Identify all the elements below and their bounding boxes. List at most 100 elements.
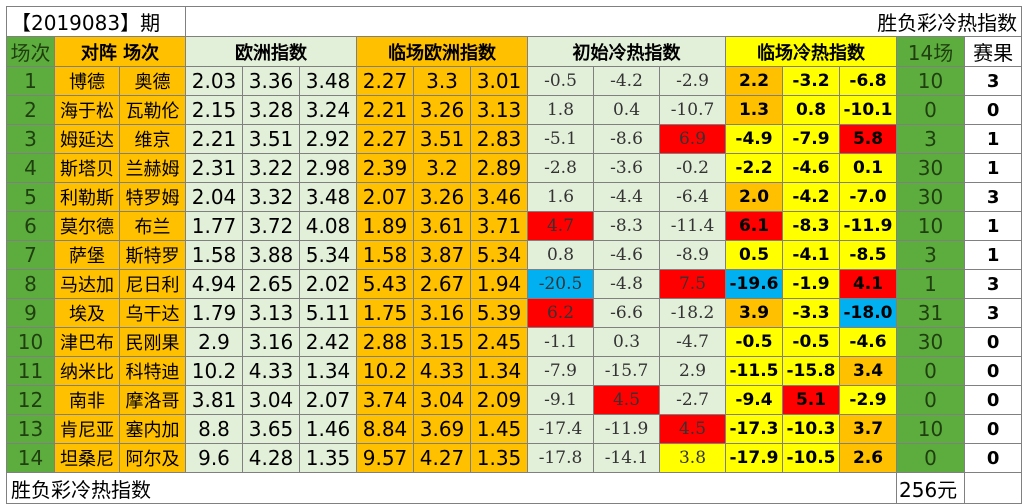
match-result: 0 — [963, 414, 1023, 444]
init-heat-index: -8.6 — [593, 124, 660, 154]
init-heat-index: -8.3 — [593, 211, 660, 241]
euro-odds: 4.28 — [242, 443, 300, 473]
live-euro-odds: 3.26 — [413, 182, 471, 212]
fourteen-count: 10 — [896, 66, 965, 96]
title-row: 【2019083】期 胜负彩冷热指数 — [6, 6, 1023, 37]
live-euro-odds: 5.39 — [470, 298, 528, 328]
away-team: 特罗姆 — [119, 182, 186, 212]
live-euro-odds: 2.45 — [470, 327, 528, 357]
euro-odds: 3.22 — [242, 153, 300, 183]
live-euro-odds: 2.89 — [470, 153, 528, 183]
match-result: 0 — [963, 385, 1023, 415]
euro-odds: 1.58 — [185, 240, 243, 270]
euro-odds: 3.16 — [242, 327, 300, 357]
init-heat-index: 0.3 — [593, 327, 660, 357]
fourteen-count: 3 — [896, 240, 965, 270]
init-heat-index: -6.6 — [593, 298, 660, 328]
home-team: 姆延达 — [54, 124, 120, 154]
home-team: 斯塔贝 — [54, 153, 120, 183]
init-heat-index: -7.9 — [527, 356, 594, 386]
euro-odds: 1.35 — [299, 443, 357, 473]
fourteen-count: 30 — [896, 327, 965, 357]
euro-odds: 3.04 — [242, 385, 300, 415]
live-heat-index: -4.1 — [782, 240, 840, 270]
init-heat-index: 1.8 — [527, 95, 594, 125]
live-heat-index: -0.5 — [782, 327, 840, 357]
live-euro-odds: 3.15 — [413, 327, 471, 357]
live-heat-index: -2.9 — [839, 385, 897, 415]
init-heat-index: -20.5 — [527, 269, 594, 299]
live-euro-odds: 2.09 — [470, 385, 528, 415]
euro-odds: 9.6 — [185, 443, 243, 473]
home-team: 肯尼亚 — [54, 414, 120, 444]
euro-odds: 1.46 — [299, 414, 357, 444]
round-number: 4 — [6, 153, 55, 183]
live-heat-index: -10.3 — [782, 414, 840, 444]
round-number: 8 — [6, 269, 55, 299]
euro-odds: 2.65 — [242, 269, 300, 299]
home-team: 博德 — [54, 66, 120, 96]
fourteen-count: 0 — [896, 443, 965, 473]
table-row: 9 埃及 乌干达 1.79 3.13 5.11 1.75 3.16 5.39 6.2 -6.6 -18… — [6, 298, 1023, 328]
table-row: 3 姆延达 维京 2.21 3.51 2.92 2.27 3.51 2.83 -5.1 -8.6 6.… — [6, 124, 1023, 154]
round-number: 2 — [6, 95, 55, 125]
init-heat-index: -4.4 — [593, 182, 660, 212]
euro-odds: 2.92 — [299, 124, 357, 154]
away-team: 维京 — [119, 124, 186, 154]
euro-odds: 5.34 — [299, 240, 357, 270]
live-heat-index: -8.3 — [782, 211, 840, 241]
live-heat-index: 4.1 — [839, 269, 897, 299]
init-heat-index: -2.7 — [659, 385, 726, 415]
euro-odds: 4.94 — [185, 269, 243, 299]
live-heat-index: -4.9 — [725, 124, 783, 154]
live-heat-index: -3.2 — [782, 66, 840, 96]
live-euro-odds: 2.88 — [356, 327, 414, 357]
euro-odds: 2.42 — [299, 327, 357, 357]
col-init-heat: 初始冷热指数 — [527, 36, 726, 67]
init-heat-index: 7.5 — [659, 269, 726, 299]
home-team: 埃及 — [54, 298, 120, 328]
header-row: 场次 对阵 场次 欧洲指数 临场欧洲指数 初始冷热指数 临场冷热指数 14场 赛… — [6, 36, 1023, 67]
live-euro-odds: 2.39 — [356, 153, 414, 183]
fourteen-count: 0 — [896, 356, 965, 386]
fourteen-count: 3 — [896, 124, 965, 154]
home-team: 海于松 — [54, 95, 120, 125]
init-heat-index: -2.8 — [527, 153, 594, 183]
round-number: 1 — [6, 66, 55, 96]
euro-odds: 2.31 — [185, 153, 243, 183]
live-heat-index: -7.9 — [782, 124, 840, 154]
col-matchup: 对阵 场次 — [54, 36, 186, 67]
match-result: 0 — [963, 327, 1023, 357]
footer-row: 胜负彩冷热指数 256元 — [6, 472, 1023, 504]
fourteen-count: 31 — [896, 298, 965, 328]
round-number: 10 — [6, 327, 55, 357]
home-team: 纳米比 — [54, 356, 120, 386]
live-euro-odds: 1.75 — [356, 298, 414, 328]
live-heat-index: 0.1 — [839, 153, 897, 183]
euro-odds: 3.24 — [299, 95, 357, 125]
live-euro-odds: 3.46 — [470, 182, 528, 212]
home-team: 利勒斯 — [54, 182, 120, 212]
init-heat-index: -4.7 — [659, 327, 726, 357]
live-heat-index: 0.8 — [782, 95, 840, 125]
init-heat-index: -9.1 — [527, 385, 594, 415]
init-heat-index: 0.8 — [527, 240, 594, 270]
live-heat-index: 1.3 — [725, 95, 783, 125]
live-euro-odds: 2.27 — [356, 66, 414, 96]
init-heat-index: -1.1 — [527, 327, 594, 357]
live-heat-index: -11.9 — [839, 211, 897, 241]
init-heat-index: 6.2 — [527, 298, 594, 328]
euro-odds: 3.32 — [242, 182, 300, 212]
euro-odds: 8.8 — [185, 414, 243, 444]
euro-odds: 1.79 — [185, 298, 243, 328]
live-heat-index: -8.5 — [839, 240, 897, 270]
live-euro-odds: 3.16 — [413, 298, 471, 328]
init-heat-index: 0.4 — [593, 95, 660, 125]
fourteen-count: 10 — [896, 414, 965, 444]
table-row: 14 坦桑尼 阿尔及 9.6 4.28 1.35 9.57 4.27 1.35 -17.8 -14.… — [6, 443, 1023, 473]
fourteen-count: 30 — [896, 153, 965, 183]
init-heat-index: 4.5 — [659, 414, 726, 444]
init-heat-index: 4.5 — [593, 385, 660, 415]
table-row: 5 利勒斯 特罗姆 2.04 3.32 3.48 2.07 3.26 3.46 1.6 -4.4 -6… — [6, 182, 1023, 212]
live-heat-index: -10.5 — [782, 443, 840, 473]
